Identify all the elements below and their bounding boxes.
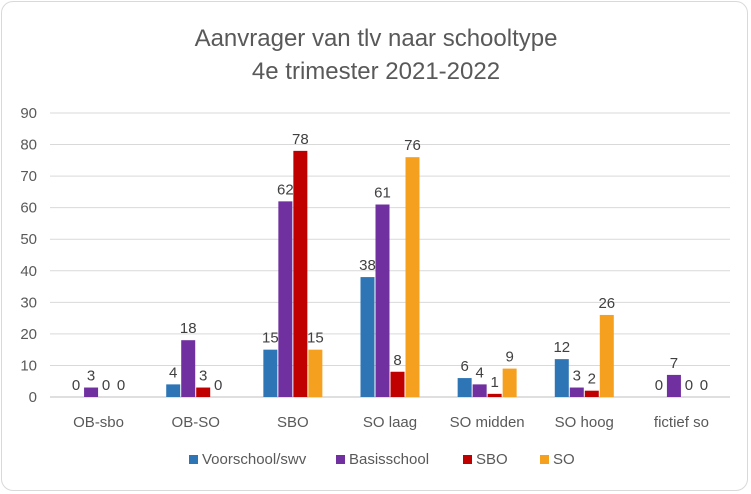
legend-label: SBO	[476, 451, 508, 468]
bar	[84, 387, 99, 397]
bar	[166, 384, 181, 397]
x-tick-label: fictief so	[654, 414, 709, 431]
data-label: 15	[307, 330, 324, 347]
bar	[584, 390, 599, 397]
x-tick-label: SBO	[277, 414, 309, 431]
y-tick-label: 40	[20, 263, 37, 280]
data-label: 26	[598, 295, 615, 312]
x-tick-label: SO laag	[363, 414, 417, 431]
legend-swatch	[189, 455, 198, 464]
x-tick-label: SO hoog	[555, 414, 614, 431]
data-label: 0	[700, 377, 708, 394]
data-label: 0	[685, 377, 693, 394]
x-tick-label: SO midden	[450, 414, 525, 431]
y-tick-label: 50	[20, 231, 37, 248]
legend-label: Basisschool	[349, 451, 429, 468]
bar	[569, 387, 584, 397]
y-tick-label: 30	[20, 294, 37, 311]
bar	[457, 378, 472, 397]
bar	[554, 359, 569, 397]
legend-swatch	[540, 455, 549, 464]
data-label: 18	[180, 320, 197, 337]
bar	[196, 387, 211, 397]
legend-swatch	[336, 455, 345, 464]
legend-swatch	[463, 455, 472, 464]
legend-label: Voorschool/swv	[202, 451, 307, 468]
data-label: 4	[169, 364, 177, 381]
bar	[263, 349, 278, 397]
data-label: 78	[292, 131, 309, 148]
y-tick-label: 70	[20, 168, 37, 185]
data-label: 7	[670, 355, 678, 372]
data-label: 76	[404, 137, 421, 154]
bar	[278, 201, 293, 397]
bar	[375, 204, 390, 397]
data-label: 0	[72, 377, 80, 394]
bar	[181, 340, 196, 397]
data-label: 0	[102, 377, 110, 394]
data-label: 3	[573, 368, 581, 385]
data-label: 12	[553, 339, 570, 356]
bar	[360, 277, 375, 397]
bar	[599, 314, 614, 397]
data-label: 3	[199, 368, 207, 385]
data-label: 1	[490, 374, 498, 391]
x-tick-label: OB-sbo	[73, 414, 124, 431]
bar	[502, 368, 517, 397]
data-label: 0	[117, 377, 125, 394]
legend-label: SO	[553, 451, 575, 468]
data-label: 3	[87, 368, 95, 385]
bar	[308, 349, 323, 397]
y-axis-ticks: 0 10 20 30 40 50 60 70 80 90	[20, 105, 37, 406]
y-tick-label: 10	[20, 357, 37, 374]
data-label: 0	[214, 377, 222, 394]
bar	[293, 150, 308, 397]
legend: Voorschool/swv Basisschool SBO SO	[189, 451, 575, 468]
data-label: 61	[374, 185, 391, 202]
data-label: 8	[393, 352, 401, 369]
data-label: 62	[277, 181, 294, 198]
bar	[472, 384, 487, 397]
data-label: 4	[475, 364, 483, 381]
data-label: 9	[505, 349, 513, 366]
y-tick-label: 90	[20, 105, 37, 122]
data-label: 0	[655, 377, 663, 394]
bar	[405, 157, 420, 397]
gridlines	[50, 112, 730, 398]
bar	[666, 374, 681, 397]
bars	[84, 150, 681, 397]
y-tick-label: 0	[29, 389, 37, 406]
bar	[390, 371, 405, 397]
bar	[487, 393, 502, 397]
y-tick-label: 80	[20, 137, 37, 154]
chart-title-line-1: Aanvrager van tlv naar schooltype	[195, 25, 558, 52]
data-label: 6	[460, 358, 468, 375]
data-label: 15	[262, 330, 279, 347]
data-label: 38	[359, 257, 376, 274]
x-tick-label: OB-SO	[172, 414, 220, 431]
x-axis-ticks: OB-sbo OB-SO SBO SO laag SO midden SO hoog fic…	[73, 414, 709, 431]
chart-title-line-2: 4e trimester 2021-2022	[252, 58, 500, 85]
y-tick-label: 20	[20, 326, 37, 343]
data-label: 2	[588, 371, 596, 388]
y-tick-label: 60	[20, 200, 37, 217]
